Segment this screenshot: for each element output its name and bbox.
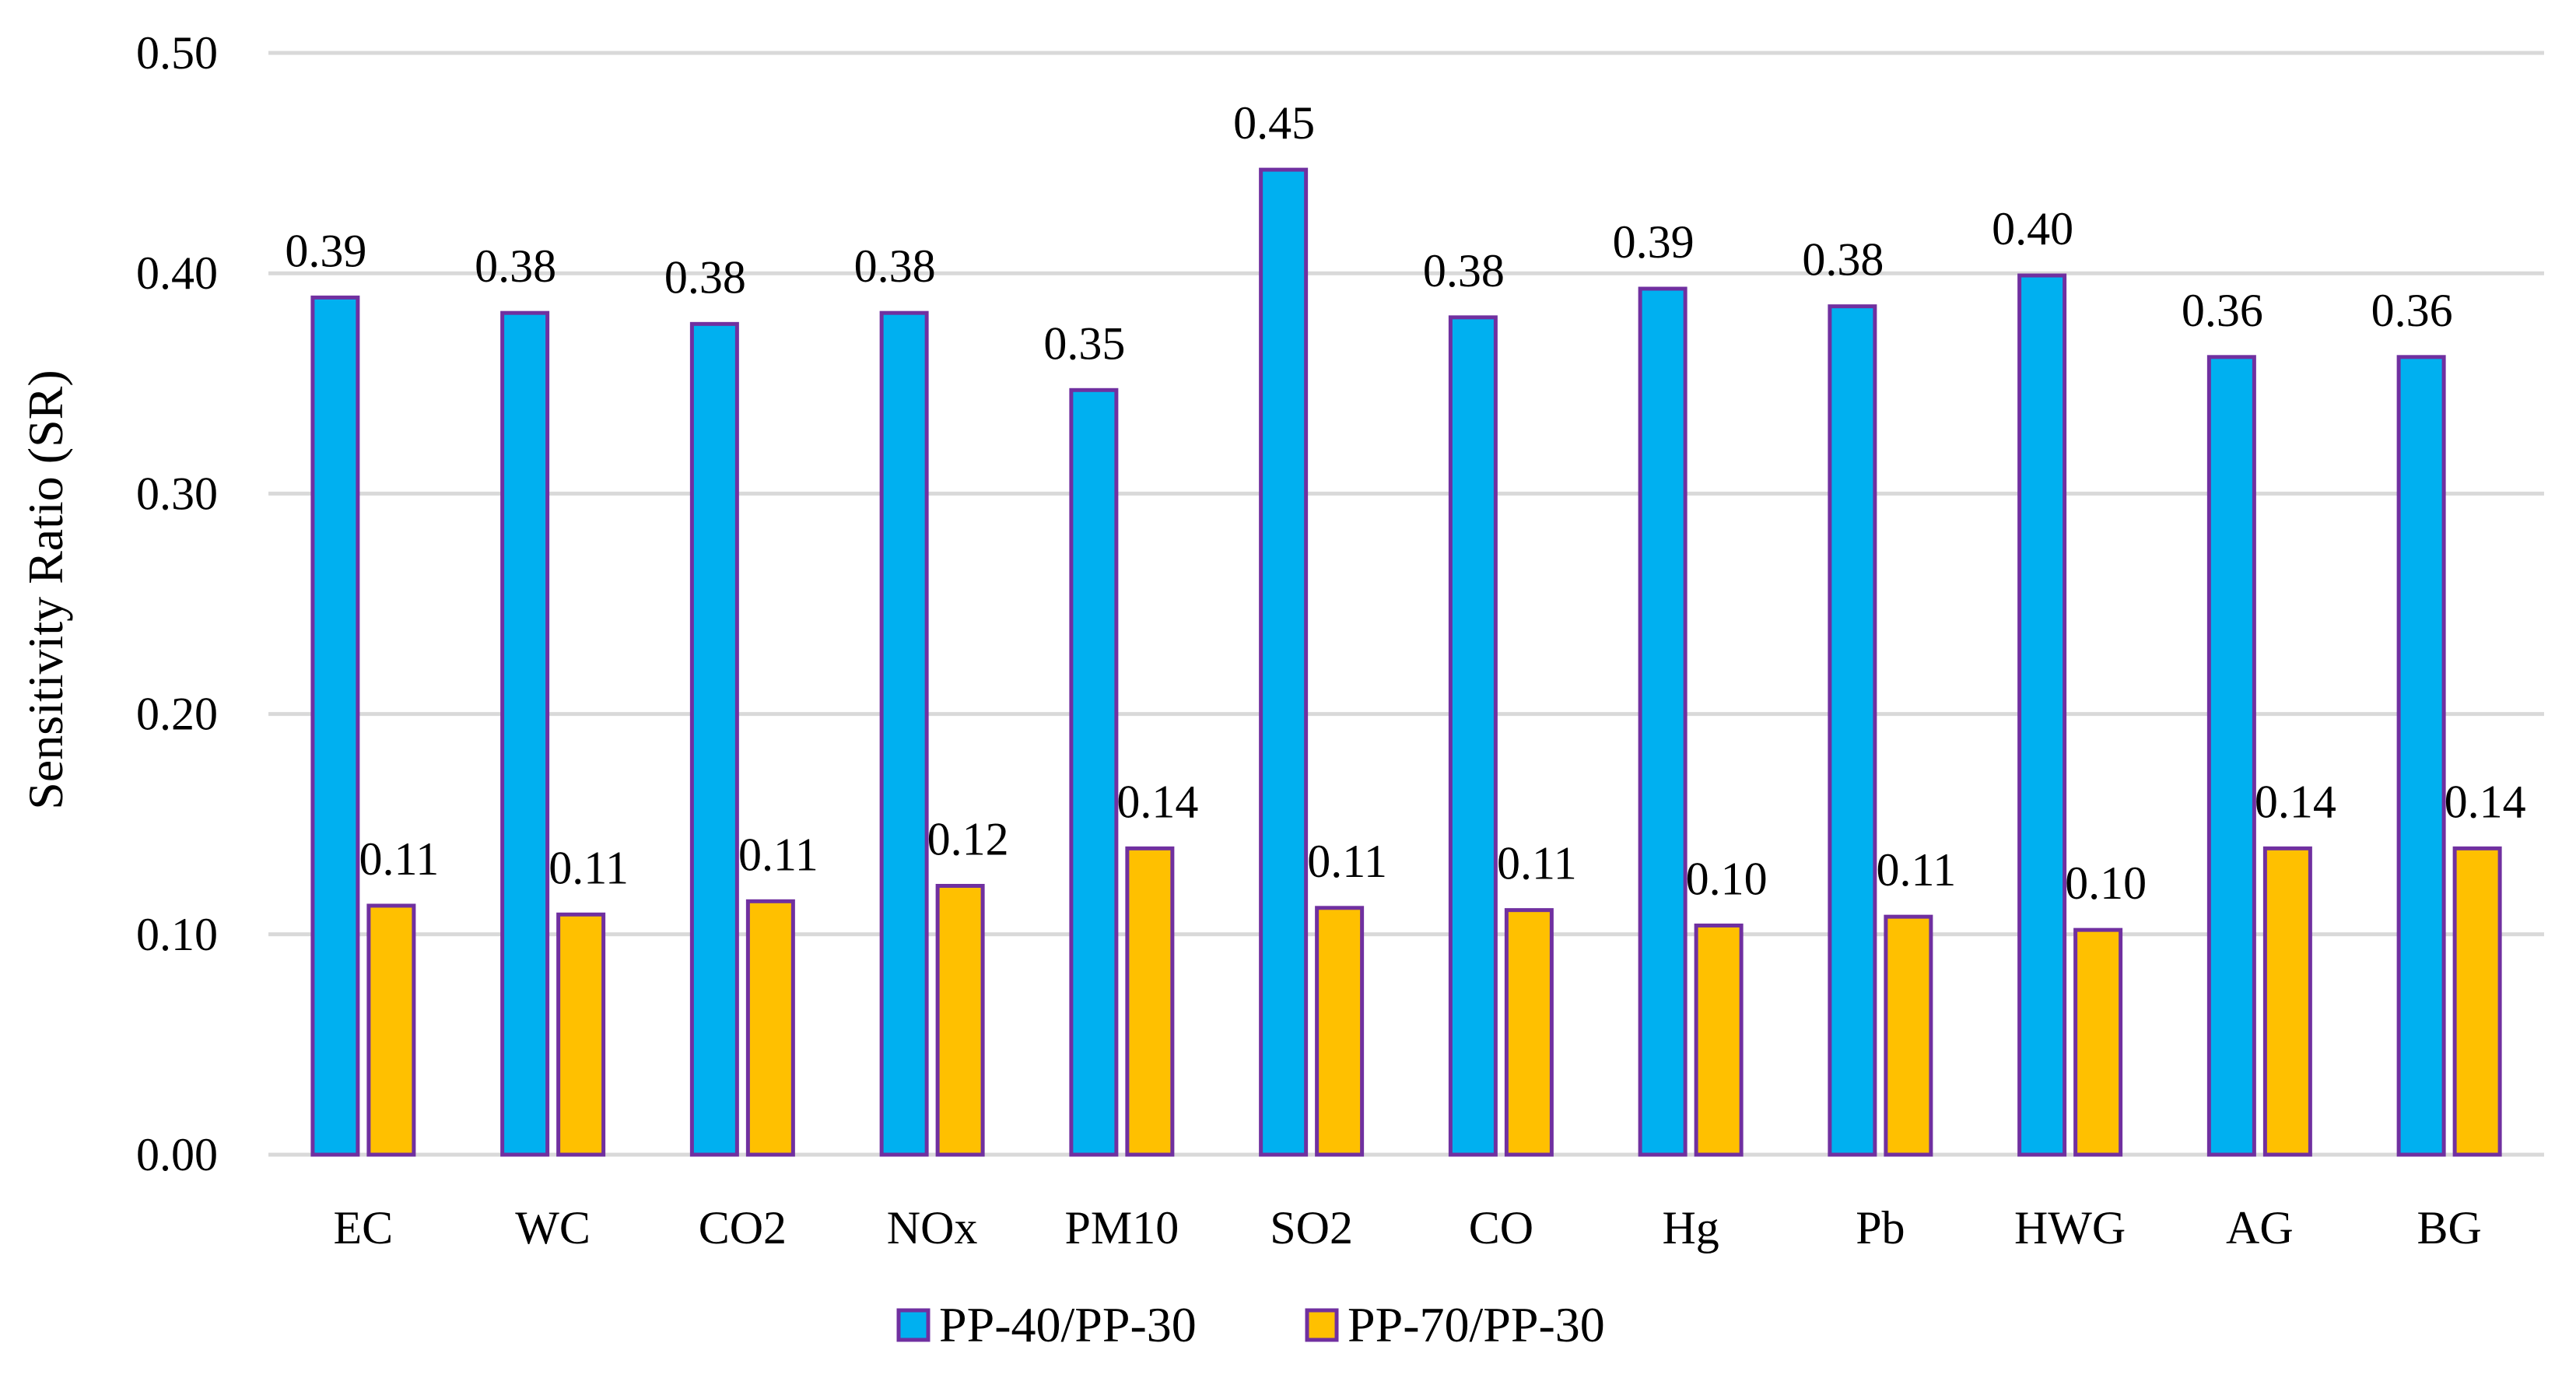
data-label: 0.38	[1423, 245, 1505, 296]
gridlines	[268, 51, 2544, 1157]
x-category-label: SO2	[1270, 1202, 1353, 1253]
bar-series1[interactable]	[2206, 355, 2256, 1157]
y-axis-title: Sensitivity Ratio (SR)	[18, 370, 73, 809]
x-category-label: CO	[1469, 1202, 1533, 1253]
data-label: 0.14	[2445, 776, 2526, 827]
x-category-label: HWG	[2014, 1202, 2126, 1253]
legend-swatch	[896, 1308, 931, 1342]
bar-series1[interactable]	[1638, 286, 1688, 1157]
y-tick-label: 0.30	[136, 468, 218, 519]
x-axis-categories: EC WC CO2 NOx PM10 SO2 CO Hg Pb HWG AG BG	[334, 1202, 2482, 1253]
bar-series2[interactable]	[2073, 927, 2123, 1157]
y-tick-label: 0.40	[136, 247, 218, 299]
legend-swatch	[1305, 1308, 1339, 1342]
data-label: 0.12	[927, 813, 1009, 864]
data-label: 0.14	[1116, 776, 1198, 827]
y-tick-label: 0.00	[136, 1129, 218, 1180]
x-category-label: WC	[515, 1202, 591, 1253]
data-label: 0.10	[2065, 857, 2147, 909]
data-label: 0.14	[2255, 776, 2336, 827]
bar-series1[interactable]	[2396, 355, 2446, 1157]
bar-series2[interactable]	[935, 883, 985, 1157]
y-tick-label: 0.50	[136, 27, 218, 79]
bar-series1[interactable]	[1069, 387, 1119, 1157]
bar-series1[interactable]	[310, 295, 360, 1157]
data-label: 0.36	[2182, 285, 2263, 336]
data-label: 0.38	[854, 240, 936, 292]
bar-series2[interactable]	[745, 899, 795, 1157]
bar-series1[interactable]	[1448, 315, 1498, 1157]
data-label: 0.39	[285, 225, 366, 276]
x-category-label: BG	[2417, 1202, 2481, 1253]
legend[interactable]: PP-40/PP-30 PP-70/PP-30	[896, 1297, 1605, 1352]
data-label: 0.38	[664, 251, 746, 303]
data-label: 0.40	[1992, 203, 2073, 254]
x-category-label: NOx	[887, 1202, 978, 1253]
x-category-label: CO2	[699, 1202, 787, 1253]
data-label: 0.35	[1043, 317, 1125, 369]
x-category-label: PM10	[1065, 1202, 1179, 1253]
bar-series1[interactable]	[1828, 304, 1877, 1157]
bar-series1[interactable]	[2017, 273, 2067, 1157]
data-label: 0.10	[1686, 853, 1768, 904]
x-category-label: AG	[2226, 1202, 2294, 1253]
bar-series2[interactable]	[366, 903, 416, 1157]
x-category-label: EC	[334, 1202, 394, 1253]
bar-series2[interactable]	[1694, 923, 1744, 1157]
bar-series1[interactable]	[689, 321, 739, 1157]
bar-series2[interactable]	[1504, 908, 1554, 1157]
data-label: 0.36	[2371, 285, 2453, 336]
y-tick-label: 0.20	[136, 689, 218, 740]
legend-label: PP-70/PP-30	[1348, 1297, 1605, 1352]
bar-series2[interactable]	[556, 912, 606, 1157]
data-label: 0.11	[359, 833, 439, 885]
bar-series2[interactable]	[1125, 846, 1175, 1157]
legend-label: PP-40/PP-30	[939, 1297, 1197, 1352]
data-label: 0.11	[1876, 844, 1956, 896]
data-label: 0.38	[475, 240, 556, 292]
bar-series1[interactable]	[500, 310, 550, 1157]
x-category-label: Hg	[1662, 1202, 1719, 1253]
data-label: 0.45	[1233, 97, 1315, 149]
data-label: 0.11	[548, 842, 629, 893]
bar-series2[interactable]	[2262, 846, 2312, 1157]
data-label: 0.11	[1307, 836, 1387, 887]
data-label: 0.39	[1613, 216, 1695, 268]
bar-series1[interactable]	[1259, 167, 1309, 1157]
bar-series2[interactable]	[1315, 906, 1365, 1157]
bar-series2[interactable]	[1884, 914, 1933, 1157]
data-label: 0.11	[738, 829, 818, 880]
bars	[310, 167, 2502, 1157]
x-category-label: Pb	[1856, 1202, 1905, 1253]
data-labels: 0.39 0.11 0.38 0.11 0.38 0.11 0.38 0.12 0.35 0.14…	[285, 97, 2525, 909]
y-axis-ticks: 0.00 0.10 0.20 0.30 0.40 0.50	[136, 27, 218, 1180]
data-label: 0.11	[1497, 838, 1577, 889]
data-label: 0.38	[1802, 234, 1884, 286]
y-tick-label: 0.10	[136, 909, 218, 960]
bar-series1[interactable]	[879, 310, 929, 1157]
bar-series2[interactable]	[2452, 846, 2502, 1157]
